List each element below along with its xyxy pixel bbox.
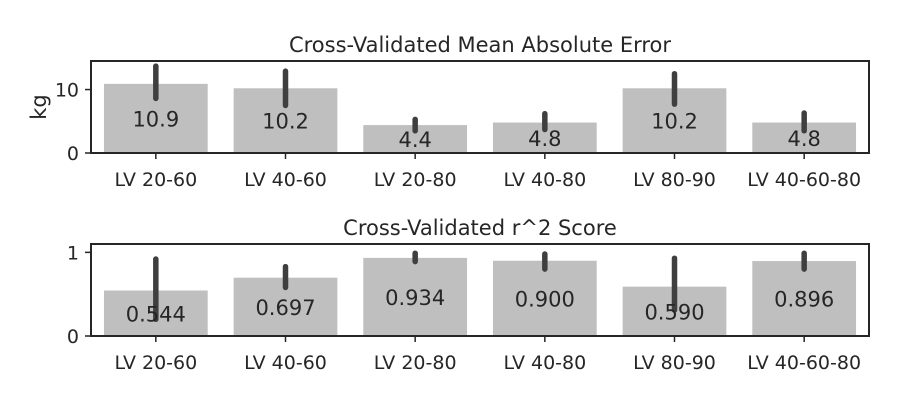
chart-2-value-label: 0.934 [385, 286, 445, 310]
chart-1-xtick-label: LV 40-60 [244, 169, 327, 191]
chart-1-value-label: 4.8 [787, 127, 820, 151]
chart-1-ytick-label: 0 [67, 143, 79, 165]
chart-2-plot-frame [90, 243, 870, 337]
chart-1-ytick-label: 10 [55, 80, 79, 102]
chart-1-plot-frame [90, 60, 870, 154]
chart-2-bar [492, 260, 597, 336]
chart-2-value-label: 0.590 [644, 300, 704, 324]
chart-1-title: Cross-Validated Mean Absolute Error [289, 33, 671, 57]
chart-1-ylabel: kg [27, 94, 51, 120]
chart-2-bar [363, 257, 468, 336]
chart-2-xtick-label: LV 20-60 [114, 352, 197, 374]
chart-2-ytick-label: 1 [67, 242, 79, 264]
chart-1-xtick-label: LV 20-60 [114, 169, 197, 191]
chart-2-xtick-label: LV 20-80 [374, 352, 457, 374]
chart-1-value-label: 10.2 [262, 110, 309, 134]
chart-1-value-label: 4.4 [398, 128, 431, 152]
chart-1-value-label: 4.8 [528, 127, 561, 151]
chart-2-xtick-label: LV 40-60 [244, 352, 327, 374]
chart-2-xtick-label: LV 40-60-80 [747, 352, 861, 374]
chart-1-value-label: 10.2 [651, 110, 698, 134]
chart-2-value-label: 0.544 [126, 302, 186, 326]
chart-2-title: Cross-Validated r^2 Score [343, 216, 617, 240]
chart-1-xtick-label: LV 40-80 [503, 169, 586, 191]
chart-2-value-label: 0.896 [774, 288, 834, 312]
chart-2-xtick-label: LV 80-90 [633, 352, 716, 374]
chart-2-bar [752, 261, 857, 336]
chart-2-value-label: 0.697 [255, 296, 315, 320]
chart-1-xtick-label: LV 80-90 [633, 169, 716, 191]
chart-1-xtick-label: LV 40-60-80 [747, 169, 861, 191]
chart-1-xtick-label: LV 20-80 [374, 169, 457, 191]
chart-1-value-label: 10.9 [132, 107, 179, 131]
chart-2-ytick-label: 0 [67, 326, 79, 348]
chart-2-xtick-label: LV 40-80 [503, 352, 586, 374]
chart-2-value-label: 0.900 [515, 287, 575, 311]
